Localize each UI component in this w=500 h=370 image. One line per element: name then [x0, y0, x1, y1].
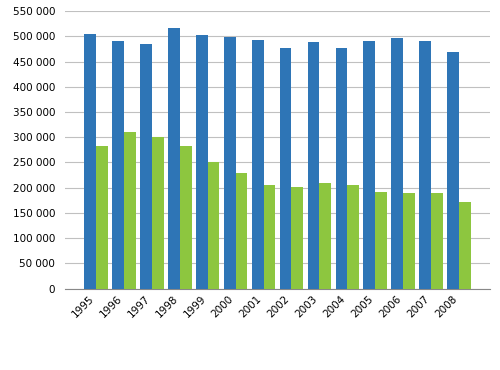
- Bar: [96, 146, 108, 289]
- Bar: [403, 193, 415, 289]
- Bar: [308, 43, 320, 289]
- Bar: [264, 185, 276, 289]
- Bar: [140, 44, 152, 289]
- Bar: [112, 41, 124, 289]
- Bar: [280, 48, 291, 289]
- Bar: [320, 183, 331, 289]
- Bar: [152, 137, 164, 289]
- Bar: [236, 173, 248, 289]
- Bar: [459, 202, 470, 289]
- Bar: [447, 53, 459, 289]
- Bar: [420, 41, 431, 289]
- Bar: [431, 193, 443, 289]
- Bar: [196, 35, 207, 289]
- Bar: [180, 146, 192, 289]
- Bar: [224, 37, 235, 289]
- Bar: [124, 132, 136, 289]
- Bar: [292, 187, 303, 289]
- Bar: [84, 34, 96, 289]
- Bar: [392, 38, 403, 289]
- Bar: [375, 192, 387, 289]
- Bar: [336, 48, 347, 289]
- Bar: [364, 41, 375, 289]
- Bar: [348, 185, 359, 289]
- Bar: [208, 162, 220, 289]
- Bar: [168, 28, 180, 289]
- Bar: [252, 40, 264, 289]
